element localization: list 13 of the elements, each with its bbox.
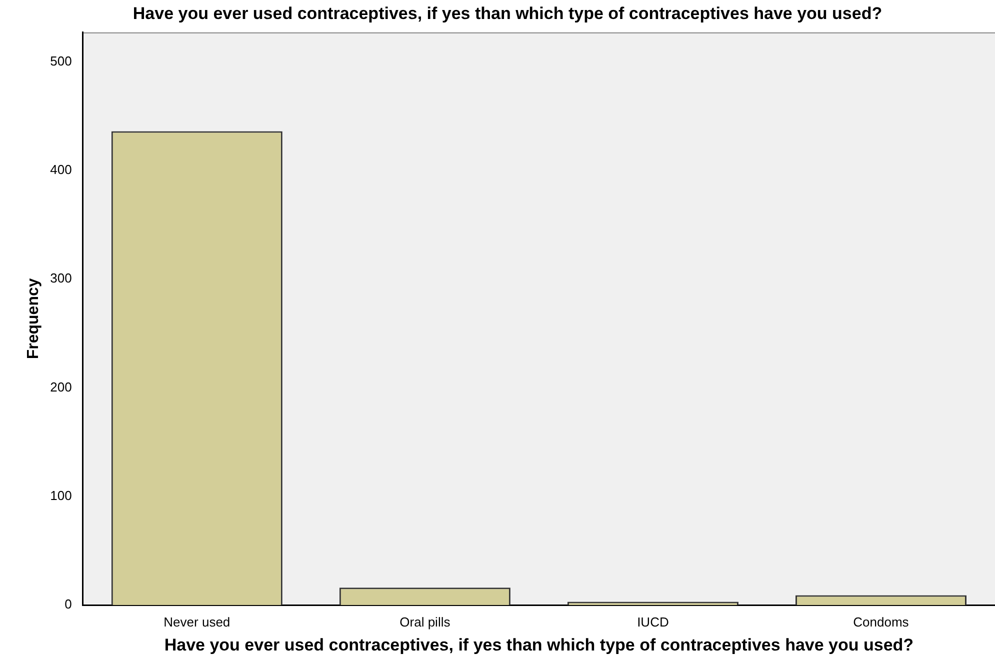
y-tick-label: 300 — [50, 270, 72, 286]
x-tick-label: Oral pills — [400, 614, 451, 630]
y-axis-title: Frequency — [25, 278, 42, 360]
x-tick-label: IUCD — [637, 614, 669, 630]
x-tick-label: Condoms — [853, 614, 910, 630]
y-tick-label: 0 — [64, 596, 72, 612]
x-tick-label: Never used — [164, 614, 230, 630]
y-tick-label: 400 — [50, 162, 72, 177]
chart-title: Have you ever used contraceptives, if yes than which type of contraceptives have you used? — [132, 4, 882, 23]
x-axis-title: Have you ever used contraceptives, if yes than which type of contraceptives have you used? — [164, 635, 914, 654]
y-tick-label: 100 — [50, 488, 72, 503]
y-tick-label: 200 — [50, 379, 72, 394]
y-tick-label: 500 — [50, 53, 72, 68]
